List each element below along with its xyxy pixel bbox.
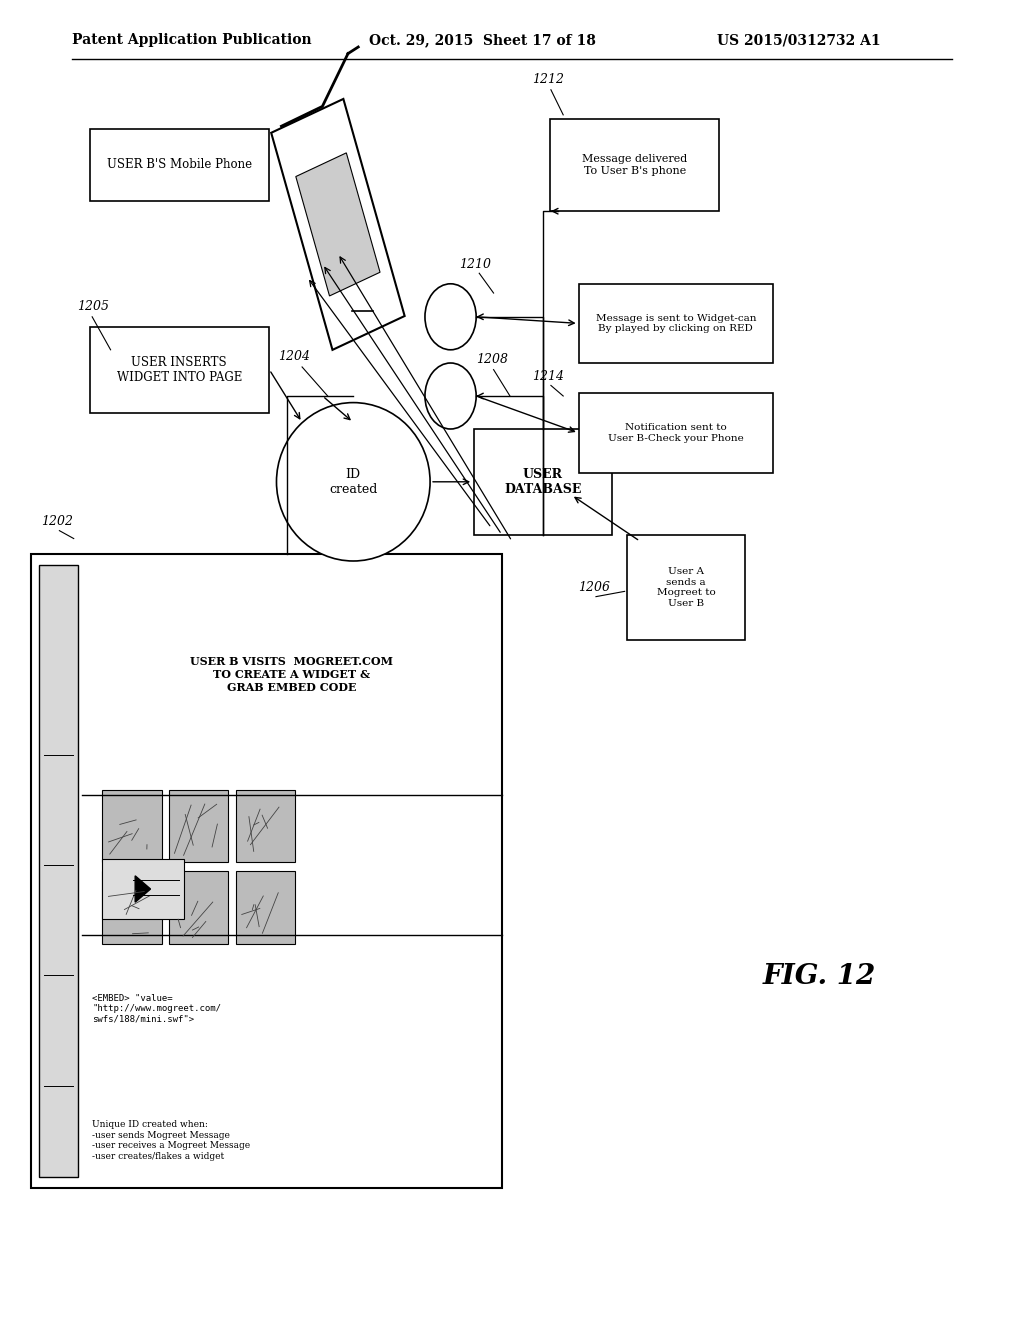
Text: 1214: 1214	[532, 370, 564, 383]
Bar	[90, 128, 268, 201]
Bar	[579, 284, 773, 363]
Bar	[102, 789, 162, 862]
Text: 1205: 1205	[77, 300, 109, 313]
Bar	[579, 393, 773, 473]
Text: FIG. 12: FIG. 12	[763, 964, 876, 990]
Text: USER B'S Mobile Phone: USER B'S Mobile Phone	[106, 158, 252, 172]
Bar	[31, 554, 502, 1188]
Text: US 2015/0312732 A1: US 2015/0312732 A1	[717, 33, 881, 48]
Text: Unique ID created when:
-user sends Mogreet Message
-user receives a Mogreet Mes: Unique ID created when: -user sends Mogr…	[92, 1121, 250, 1160]
Bar	[236, 789, 295, 862]
Text: User A
sends a
Mogreet to
User B: User A sends a Mogreet to User B	[656, 568, 716, 607]
Bar	[90, 327, 268, 412]
Bar	[473, 429, 612, 535]
Text: USER
DATABASE: USER DATABASE	[504, 467, 582, 496]
Bar	[102, 859, 184, 919]
Bar	[627, 535, 745, 640]
Polygon shape	[271, 99, 404, 350]
Bar	[39, 565, 78, 1177]
Ellipse shape	[276, 403, 430, 561]
Text: 1208: 1208	[476, 352, 508, 366]
Bar	[169, 871, 228, 944]
Text: 1210: 1210	[459, 257, 490, 271]
Bar	[169, 789, 228, 862]
Text: USER B VISITS  MOGREET.COM
TO CREATE A WIDGET &
GRAB EMBED CODE: USER B VISITS MOGREET.COM TO CREATE A WI…	[190, 656, 393, 693]
Text: Message is sent to Widget-can
By played by clicking on RED: Message is sent to Widget-can By played …	[596, 314, 756, 333]
Polygon shape	[296, 153, 380, 296]
Bar	[102, 871, 162, 944]
Text: USER INSERTS
WIDGET INTO PAGE: USER INSERTS WIDGET INTO PAGE	[117, 355, 242, 384]
Bar	[551, 119, 719, 211]
Text: 1206: 1206	[579, 581, 610, 594]
Text: Oct. 29, 2015  Sheet 17 of 18: Oct. 29, 2015 Sheet 17 of 18	[369, 33, 596, 48]
Text: Patent Application Publication: Patent Application Publication	[72, 33, 311, 48]
Text: 1202: 1202	[41, 515, 73, 528]
Text: Message delivered
To User B's phone: Message delivered To User B's phone	[583, 154, 687, 176]
Bar	[236, 871, 295, 944]
Text: <EMBED> "value=
"http://www.mogreet.com/
swfs/188/mini.swf">: <EMBED> "value= "http://www.mogreet.com/…	[92, 994, 221, 1023]
Polygon shape	[135, 876, 151, 903]
Text: Notification sent to
User B-Check your Phone: Notification sent to User B-Check your P…	[608, 424, 743, 442]
Text: 1212: 1212	[532, 73, 564, 86]
Text: 1204: 1204	[279, 350, 310, 363]
Text: ID
created: ID created	[329, 467, 378, 496]
